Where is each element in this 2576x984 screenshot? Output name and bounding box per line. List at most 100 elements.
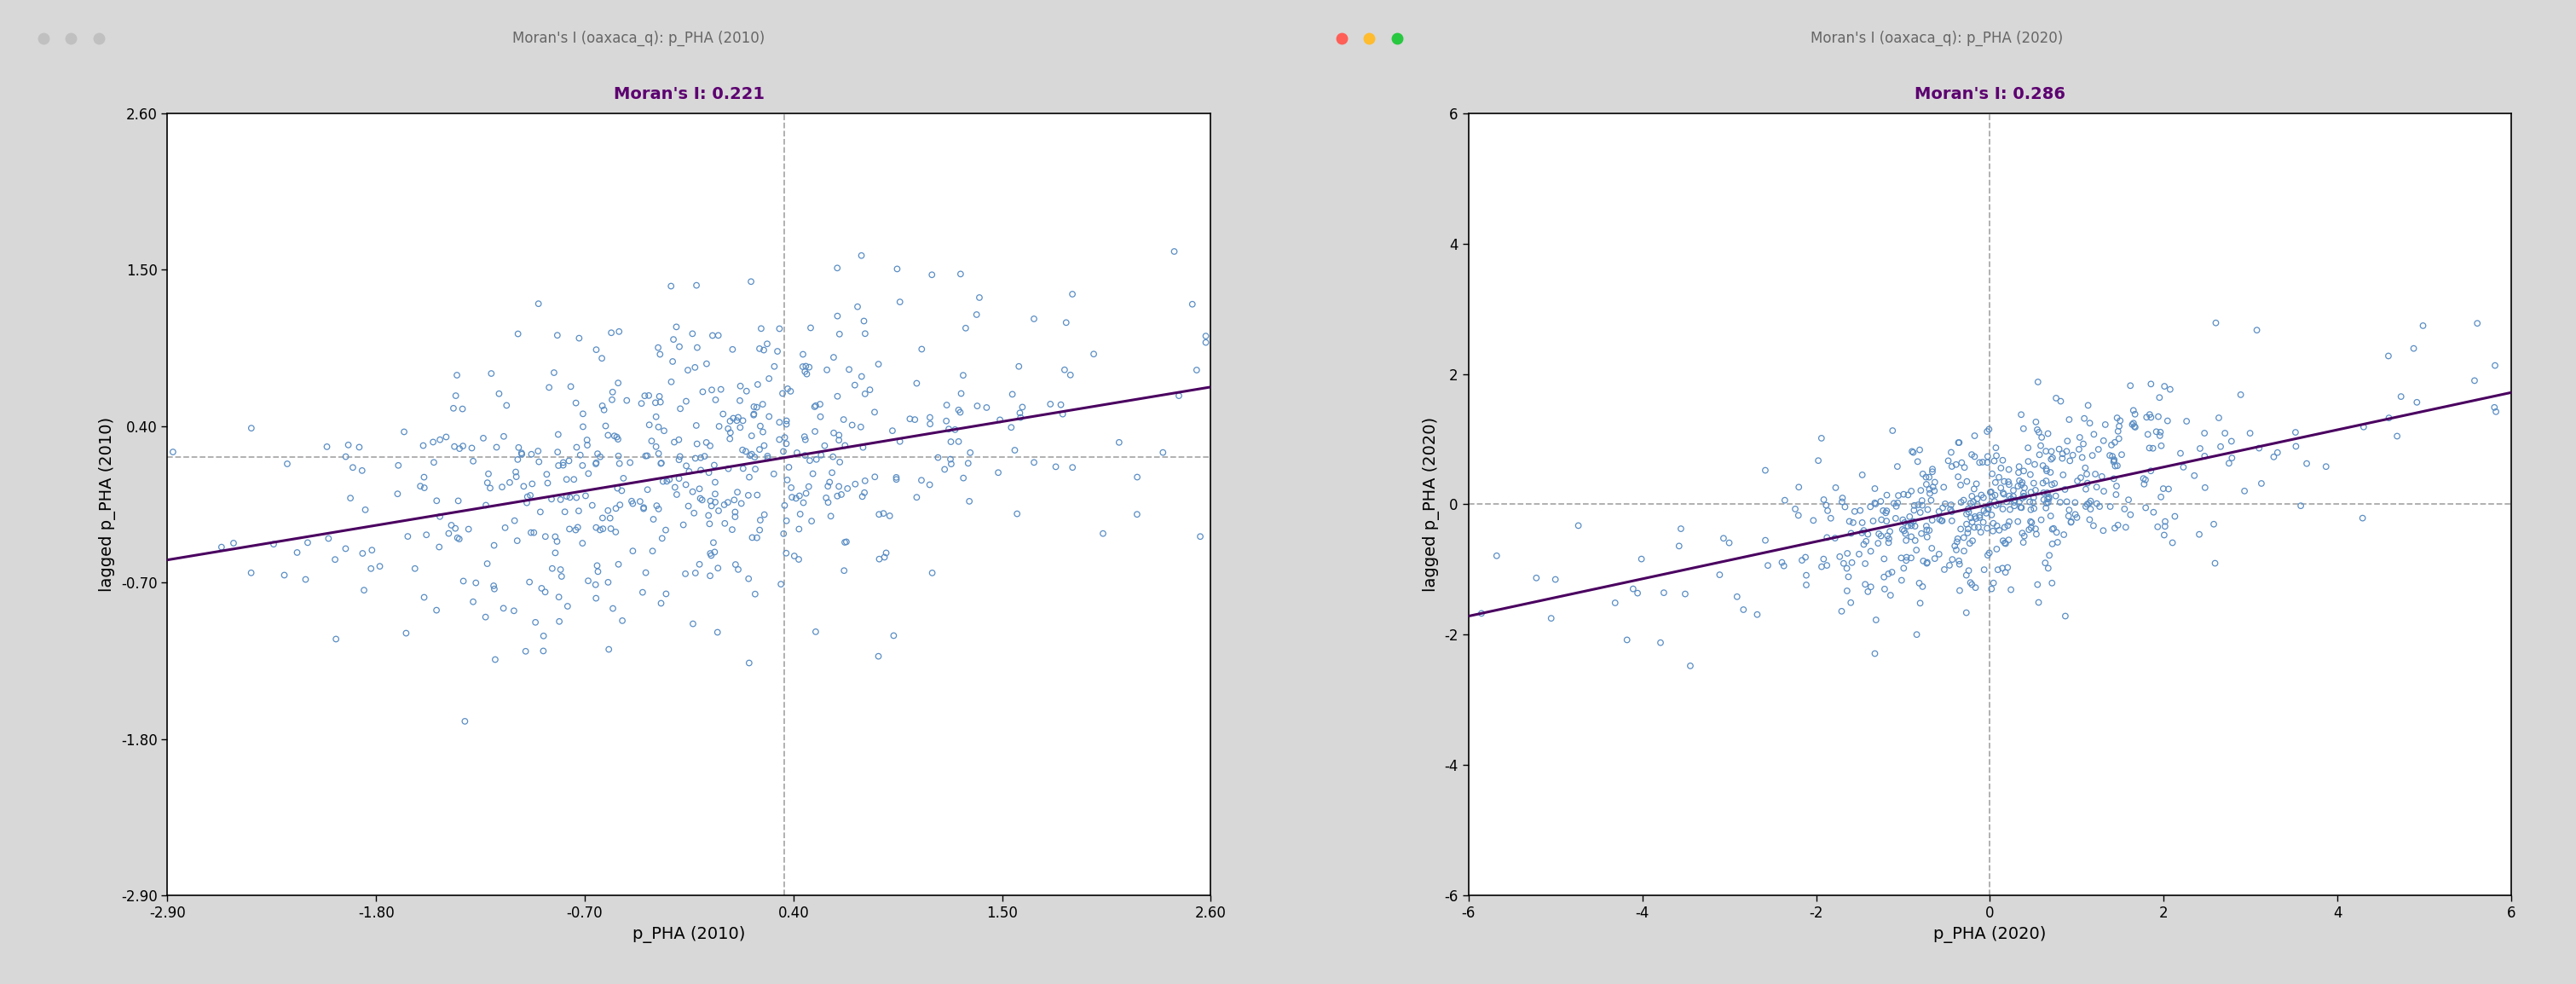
Point (2092, 449, 2133, 464)
Point (2257, 445, 2298, 461)
Point (1945, 506, 1986, 522)
Point (538, 589, 580, 605)
Point (430, 518, 471, 533)
Point (726, 487, 768, 503)
Point (2017, 526, 2058, 542)
Point (2004, 480, 2045, 496)
Point (940, 266, 981, 281)
Point (1535, 572, 1577, 587)
Point (1989, 476, 2030, 492)
Point (474, 651, 515, 667)
Point (2002, 490, 2043, 506)
Point (1865, 487, 1906, 503)
Point (2081, 468, 2123, 484)
Point (819, 455, 860, 470)
Point (1955, 476, 1996, 492)
Point (631, 543, 672, 559)
Point (765, 430, 806, 446)
Point (819, 478, 860, 494)
Point (536, 545, 577, 561)
Point (567, 437, 608, 453)
Point (1924, 562, 1965, 578)
Point (2009, 520, 2050, 535)
Y-axis label: lagged p_PHA (2020): lagged p_PHA (2020) (1422, 417, 1440, 591)
Point (1865, 503, 1906, 519)
Point (425, 429, 466, 445)
Point (2143, 481, 2184, 497)
Point (1971, 507, 2012, 523)
Point (842, 440, 884, 456)
Point (768, 381, 809, 397)
Point (443, 574, 484, 589)
Point (2097, 410, 2138, 426)
Point (2285, 456, 2326, 471)
Point (688, 516, 729, 531)
Point (675, 451, 716, 466)
Point (1999, 494, 2040, 510)
Point (1914, 551, 1955, 567)
Point (1842, 524, 1883, 540)
Point (1857, 535, 1899, 551)
Point (1883, 515, 1924, 530)
Point (1862, 551, 1904, 567)
Point (1883, 512, 1924, 527)
Point (1973, 487, 2014, 503)
Point (2099, 413, 2141, 429)
Point (1860, 512, 1901, 527)
Point (417, 539, 459, 555)
Point (734, 461, 775, 477)
Point (1958, 455, 1999, 470)
Point (1986, 494, 2027, 510)
Point (600, 483, 641, 499)
Point (858, 356, 899, 372)
Point (951, 445, 992, 461)
Point (598, 456, 639, 471)
Point (1821, 603, 1862, 619)
Point (1947, 522, 1989, 537)
Point (739, 418, 781, 434)
Point (1953, 533, 1994, 549)
Point (698, 625, 739, 641)
Point (845, 386, 886, 401)
Point (768, 472, 809, 488)
Point (1803, 492, 1844, 508)
Point (510, 487, 551, 503)
Point (1736, 607, 1777, 623)
Point (909, 416, 951, 432)
Point (546, 488, 587, 504)
Point (1847, 584, 1888, 599)
Point (404, 469, 446, 485)
Point (464, 609, 505, 625)
Point (1185, 335, 1226, 350)
Point (1994, 494, 2035, 510)
Point (2241, 475, 2282, 491)
Point (541, 569, 582, 584)
Point (1868, 534, 1909, 550)
Point (822, 411, 863, 427)
Point (2380, 389, 2421, 404)
Point (698, 560, 739, 576)
Point (2027, 560, 2069, 576)
Point (1180, 528, 1221, 544)
Point (1878, 495, 1919, 511)
Point (1878, 488, 1919, 504)
Point (1870, 564, 1911, 580)
Point (1927, 453, 1968, 468)
Point (2179, 441, 2221, 457)
Point (2138, 519, 2179, 534)
Point (567, 465, 608, 481)
Point (1873, 423, 1914, 439)
Point (1829, 594, 1870, 610)
Point (1051, 460, 1092, 475)
Point (2179, 526, 2221, 542)
Point (474, 582, 515, 597)
Point (956, 399, 997, 414)
Point (940, 386, 981, 401)
Point (814, 349, 855, 365)
Point (2184, 480, 2226, 496)
Point (520, 581, 562, 596)
Point (1942, 455, 1984, 470)
Point (796, 624, 837, 640)
Point (737, 487, 778, 503)
Point (726, 383, 768, 399)
